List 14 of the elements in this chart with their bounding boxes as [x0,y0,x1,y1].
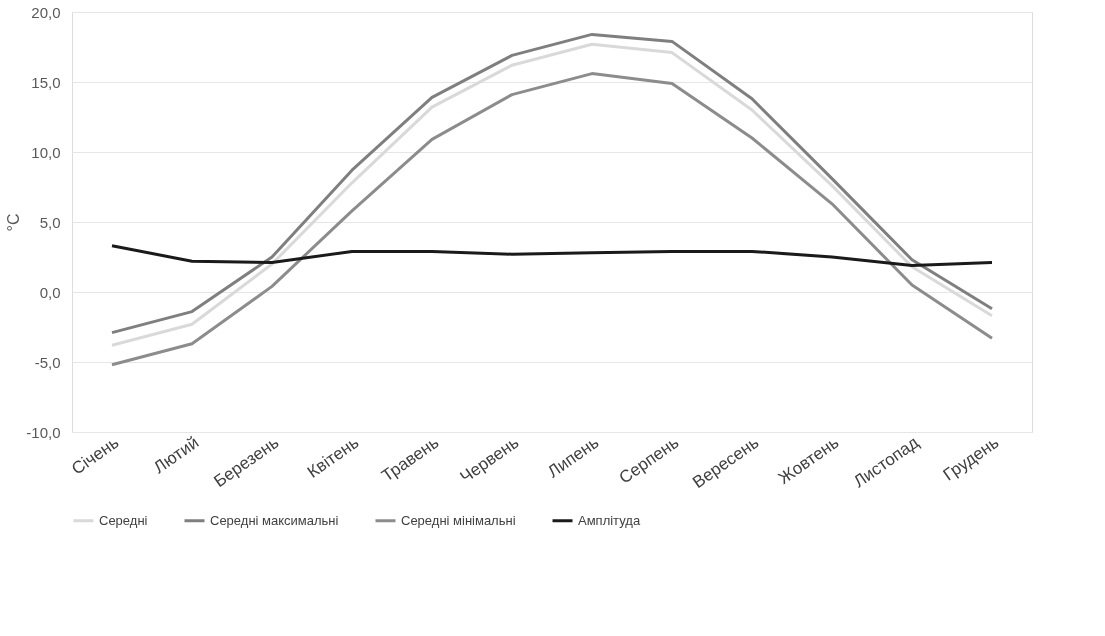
y-tick-label: 5,0 [39,213,61,231]
legend-label: Середні мінімальні [401,512,516,528]
y-tick-label: -10,0 [26,423,61,441]
y-tick-label: 15,0 [31,73,61,91]
legend-label: Середні [99,512,148,528]
y-tick-label: 20,0 [31,3,61,21]
legend-label: Амплітуда [578,512,641,528]
line-series [110,244,994,267]
y-tick-label: 0,0 [39,283,61,301]
y-tick-label: 10,0 [31,143,61,161]
y-tick-label: -5,0 [34,353,61,371]
y-axis-title: °C [5,213,23,232]
legend-label: Середні максимальні [210,512,339,528]
line-series [110,72,994,367]
